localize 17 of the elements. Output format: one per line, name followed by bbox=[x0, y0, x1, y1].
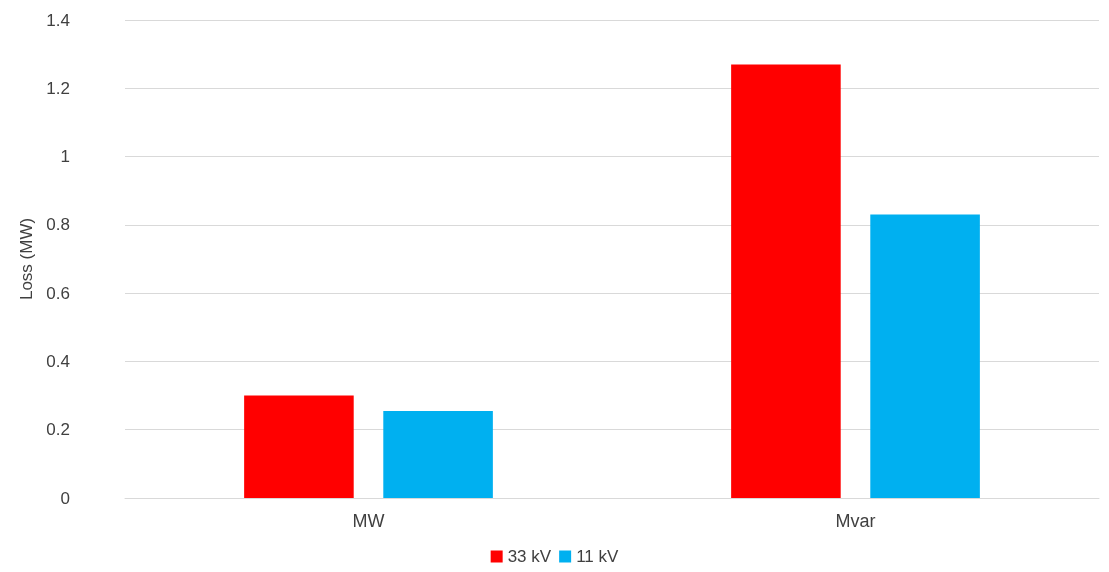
y-axis-title: Loss (MW) bbox=[17, 217, 36, 301]
legend-label: 33 kV bbox=[507, 547, 552, 566]
bar bbox=[244, 395, 354, 498]
y-tick-label: 0.8 bbox=[46, 215, 70, 235]
y-tick-label: 0.4 bbox=[46, 351, 70, 371]
y-tick-label: 1.4 bbox=[46, 10, 70, 30]
bar bbox=[731, 64, 841, 498]
bar bbox=[383, 410, 493, 498]
x-tick-label: MW bbox=[352, 511, 385, 531]
x-tick-label: Mvar bbox=[835, 511, 876, 531]
y-tick-label: 0.6 bbox=[46, 283, 70, 303]
y-tick-label: 0.2 bbox=[46, 420, 70, 440]
legend-label: 11 kV bbox=[576, 547, 619, 566]
bar bbox=[870, 214, 980, 498]
y-tick-label: 1 bbox=[60, 147, 70, 167]
y-tick-label: 0 bbox=[60, 488, 70, 508]
y-tick-label: 1.2 bbox=[46, 78, 70, 98]
